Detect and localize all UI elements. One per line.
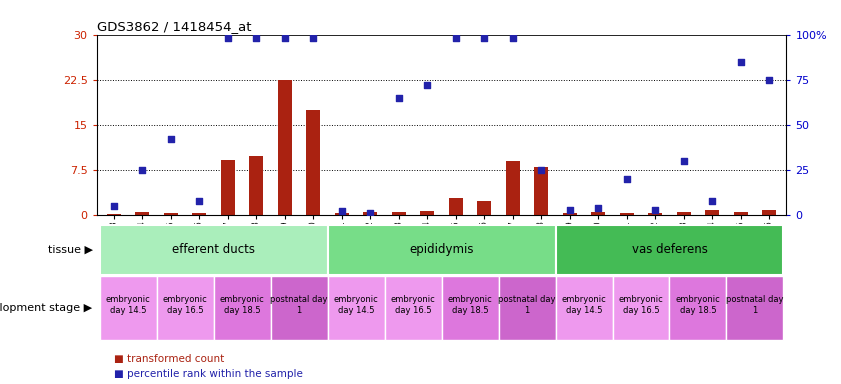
Point: [193, 197, 206, 204]
Text: GDS3862 / 1418454_at: GDS3862 / 1418454_at: [97, 20, 251, 33]
Bar: [733, 212, 748, 215]
Bar: [135, 212, 150, 215]
Bar: [563, 213, 577, 215]
Text: embryonic
day 18.5: embryonic day 18.5: [220, 295, 264, 315]
Point: [648, 207, 662, 213]
Point: [221, 35, 235, 41]
Text: embryonic
day 14.5: embryonic day 14.5: [106, 295, 151, 315]
Point: [363, 210, 377, 216]
Text: ■ percentile rank within the sample: ■ percentile rank within the sample: [114, 369, 303, 379]
Bar: [99, 225, 327, 275]
Text: embryonic
day 18.5: embryonic day 18.5: [447, 295, 492, 315]
Bar: [505, 161, 520, 215]
Text: postnatal day
1: postnatal day 1: [727, 295, 784, 315]
Text: embryonic
day 18.5: embryonic day 18.5: [675, 295, 721, 315]
Bar: [556, 276, 612, 340]
Point: [392, 95, 405, 101]
Bar: [214, 276, 271, 340]
Bar: [164, 213, 178, 215]
Text: tissue ▶: tissue ▶: [47, 245, 93, 255]
Point: [135, 167, 149, 173]
Bar: [327, 276, 384, 340]
Point: [506, 35, 520, 41]
Bar: [99, 276, 156, 340]
Text: embryonic
day 14.5: embryonic day 14.5: [562, 295, 606, 315]
Bar: [156, 276, 214, 340]
Point: [706, 197, 719, 204]
Point: [478, 35, 491, 41]
Point: [107, 203, 120, 209]
Bar: [278, 80, 292, 215]
Bar: [477, 201, 491, 215]
Bar: [392, 212, 406, 215]
Point: [278, 35, 292, 41]
Bar: [620, 213, 634, 215]
Bar: [556, 225, 784, 275]
Bar: [705, 210, 719, 215]
Bar: [612, 276, 669, 340]
Bar: [193, 213, 206, 215]
Point: [420, 82, 434, 88]
Text: vas deferens: vas deferens: [632, 243, 707, 256]
Bar: [677, 212, 690, 215]
Point: [591, 205, 605, 211]
Bar: [591, 212, 606, 215]
Bar: [727, 276, 784, 340]
Point: [535, 167, 548, 173]
Text: efferent ducts: efferent ducts: [172, 243, 255, 256]
Bar: [442, 276, 499, 340]
Bar: [249, 156, 263, 215]
Bar: [271, 276, 327, 340]
Text: embryonic
day 16.5: embryonic day 16.5: [619, 295, 664, 315]
Bar: [448, 198, 463, 215]
Point: [164, 136, 177, 142]
Bar: [220, 160, 235, 215]
Point: [620, 176, 633, 182]
Bar: [363, 212, 378, 215]
Bar: [327, 225, 556, 275]
Bar: [648, 213, 663, 215]
Text: embryonic
day 14.5: embryonic day 14.5: [334, 295, 378, 315]
Bar: [420, 212, 435, 215]
Text: embryonic
day 16.5: embryonic day 16.5: [391, 295, 436, 315]
Point: [250, 35, 263, 41]
Bar: [306, 110, 320, 215]
Text: development stage ▶: development stage ▶: [0, 303, 93, 313]
Bar: [534, 167, 548, 215]
Point: [335, 209, 348, 215]
Bar: [107, 214, 121, 215]
Point: [563, 207, 576, 213]
Text: postnatal day
1: postnatal day 1: [498, 295, 556, 315]
Point: [449, 35, 463, 41]
Point: [734, 59, 748, 65]
Point: [763, 77, 776, 83]
Bar: [499, 276, 556, 340]
Point: [677, 158, 690, 164]
Bar: [762, 210, 776, 215]
Point: [307, 35, 320, 41]
Bar: [384, 276, 442, 340]
Bar: [669, 276, 727, 340]
Bar: [335, 213, 349, 215]
Text: ■ transformed count: ■ transformed count: [114, 354, 224, 364]
Text: epididymis: epididymis: [410, 243, 473, 256]
Text: postnatal day
1: postnatal day 1: [270, 295, 328, 315]
Text: embryonic
day 16.5: embryonic day 16.5: [162, 295, 208, 315]
